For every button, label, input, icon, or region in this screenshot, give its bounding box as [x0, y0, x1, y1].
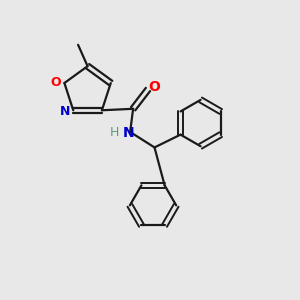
Text: H: H	[110, 126, 119, 139]
Text: N: N	[123, 126, 134, 140]
Text: O: O	[148, 80, 160, 94]
Text: N: N	[60, 105, 70, 118]
Text: O: O	[50, 76, 61, 89]
